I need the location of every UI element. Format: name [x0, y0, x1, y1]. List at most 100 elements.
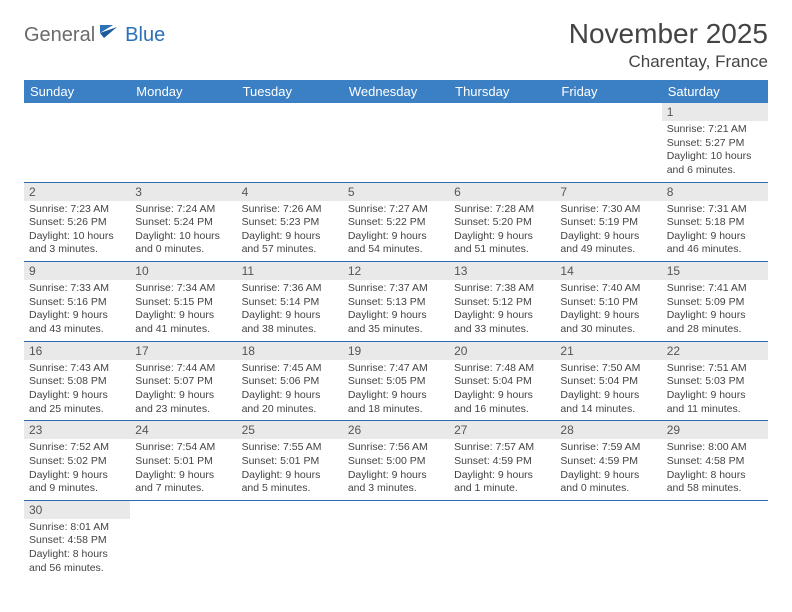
day-details: Sunrise: 7:40 AMSunset: 5:10 PMDaylight:… [555, 280, 661, 341]
calendar-cell: 4Sunrise: 7:26 AMSunset: 5:23 PMDaylight… [237, 182, 343, 262]
day-number: 3 [130, 183, 236, 201]
day-number: 19 [343, 342, 449, 360]
day-number: 16 [24, 342, 130, 360]
logo: General Blue [24, 18, 165, 47]
calendar-cell [449, 103, 555, 182]
day-number: 23 [24, 421, 130, 439]
calendar-cell: 29Sunrise: 8:00 AMSunset: 4:58 PMDayligh… [662, 421, 768, 501]
calendar-row: 9Sunrise: 7:33 AMSunset: 5:16 PMDaylight… [24, 262, 768, 342]
day-number: 20 [449, 342, 555, 360]
calendar-cell: 13Sunrise: 7:38 AMSunset: 5:12 PMDayligh… [449, 262, 555, 342]
calendar-cell: 30Sunrise: 8:01 AMSunset: 4:58 PMDayligh… [24, 500, 130, 579]
day-details: Sunrise: 7:23 AMSunset: 5:26 PMDaylight:… [24, 201, 130, 262]
day-details: Sunrise: 7:56 AMSunset: 5:00 PMDaylight:… [343, 439, 449, 500]
day-details: Sunrise: 7:27 AMSunset: 5:22 PMDaylight:… [343, 201, 449, 262]
day-details: Sunrise: 7:44 AMSunset: 5:07 PMDaylight:… [130, 360, 236, 421]
day-number: 12 [343, 262, 449, 280]
calendar-cell: 17Sunrise: 7:44 AMSunset: 5:07 PMDayligh… [130, 341, 236, 421]
day-details: Sunrise: 7:30 AMSunset: 5:19 PMDaylight:… [555, 201, 661, 262]
calendar-cell: 9Sunrise: 7:33 AMSunset: 5:16 PMDaylight… [24, 262, 130, 342]
day-details: Sunrise: 7:36 AMSunset: 5:14 PMDaylight:… [237, 280, 343, 341]
calendar-row: 2Sunrise: 7:23 AMSunset: 5:26 PMDaylight… [24, 182, 768, 262]
day-details: Sunrise: 7:47 AMSunset: 5:05 PMDaylight:… [343, 360, 449, 421]
day-details: Sunrise: 7:38 AMSunset: 5:12 PMDaylight:… [449, 280, 555, 341]
weekday-row: Sunday Monday Tuesday Wednesday Thursday… [24, 80, 768, 103]
day-details: Sunrise: 7:57 AMSunset: 4:59 PMDaylight:… [449, 439, 555, 500]
day-details: Sunrise: 8:01 AMSunset: 4:58 PMDaylight:… [24, 519, 130, 580]
calendar-cell: 19Sunrise: 7:47 AMSunset: 5:05 PMDayligh… [343, 341, 449, 421]
day-number: 5 [343, 183, 449, 201]
calendar-cell [343, 500, 449, 579]
day-number: 7 [555, 183, 661, 201]
calendar-table: Sunday Monday Tuesday Wednesday Thursday… [24, 80, 768, 579]
logo-text-general: General [24, 24, 95, 47]
day-number: 6 [449, 183, 555, 201]
location: Charentay, France [569, 52, 768, 72]
calendar-cell: 10Sunrise: 7:34 AMSunset: 5:15 PMDayligh… [130, 262, 236, 342]
calendar-cell: 11Sunrise: 7:36 AMSunset: 5:14 PMDayligh… [237, 262, 343, 342]
day-number: 14 [555, 262, 661, 280]
calendar-cell: 1Sunrise: 7:21 AMSunset: 5:27 PMDaylight… [662, 103, 768, 182]
day-number: 25 [237, 421, 343, 439]
calendar-cell [24, 103, 130, 182]
day-number: 8 [662, 183, 768, 201]
day-details: Sunrise: 7:24 AMSunset: 5:24 PMDaylight:… [130, 201, 236, 262]
calendar-cell: 28Sunrise: 7:59 AMSunset: 4:59 PMDayligh… [555, 421, 661, 501]
calendar-cell: 2Sunrise: 7:23 AMSunset: 5:26 PMDaylight… [24, 182, 130, 262]
day-details: Sunrise: 7:37 AMSunset: 5:13 PMDaylight:… [343, 280, 449, 341]
weekday-header: Friday [555, 80, 661, 103]
weekday-header: Tuesday [237, 80, 343, 103]
day-details: Sunrise: 7:43 AMSunset: 5:08 PMDaylight:… [24, 360, 130, 421]
day-number: 22 [662, 342, 768, 360]
header: General Blue November 2025 Charentay, Fr… [24, 18, 768, 72]
day-number: 10 [130, 262, 236, 280]
day-details: Sunrise: 7:51 AMSunset: 5:03 PMDaylight:… [662, 360, 768, 421]
calendar-cell: 26Sunrise: 7:56 AMSunset: 5:00 PMDayligh… [343, 421, 449, 501]
day-details: Sunrise: 7:50 AMSunset: 5:04 PMDaylight:… [555, 360, 661, 421]
calendar-cell: 23Sunrise: 7:52 AMSunset: 5:02 PMDayligh… [24, 421, 130, 501]
calendar-cell [130, 103, 236, 182]
calendar-cell [130, 500, 236, 579]
calendar-cell: 24Sunrise: 7:54 AMSunset: 5:01 PMDayligh… [130, 421, 236, 501]
calendar-cell [449, 500, 555, 579]
calendar-row: 30Sunrise: 8:01 AMSunset: 4:58 PMDayligh… [24, 500, 768, 579]
day-details: Sunrise: 7:45 AMSunset: 5:06 PMDaylight:… [237, 360, 343, 421]
day-number: 9 [24, 262, 130, 280]
day-number: 17 [130, 342, 236, 360]
calendar-cell [237, 103, 343, 182]
calendar-cell [237, 500, 343, 579]
calendar-cell: 8Sunrise: 7:31 AMSunset: 5:18 PMDaylight… [662, 182, 768, 262]
title-block: November 2025 Charentay, France [569, 18, 768, 72]
calendar-cell: 16Sunrise: 7:43 AMSunset: 5:08 PMDayligh… [24, 341, 130, 421]
day-details: Sunrise: 7:33 AMSunset: 5:16 PMDaylight:… [24, 280, 130, 341]
day-details: Sunrise: 7:54 AMSunset: 5:01 PMDaylight:… [130, 439, 236, 500]
day-details: Sunrise: 7:52 AMSunset: 5:02 PMDaylight:… [24, 439, 130, 500]
calendar-row: 16Sunrise: 7:43 AMSunset: 5:08 PMDayligh… [24, 341, 768, 421]
day-details: Sunrise: 7:26 AMSunset: 5:23 PMDaylight:… [237, 201, 343, 262]
day-number: 27 [449, 421, 555, 439]
day-number: 1 [662, 103, 768, 121]
calendar-cell [555, 500, 661, 579]
day-number: 30 [24, 501, 130, 519]
day-details: Sunrise: 7:41 AMSunset: 5:09 PMDaylight:… [662, 280, 768, 341]
day-number: 2 [24, 183, 130, 201]
day-number: 26 [343, 421, 449, 439]
day-number: 28 [555, 421, 661, 439]
day-details: Sunrise: 7:59 AMSunset: 4:59 PMDaylight:… [555, 439, 661, 500]
calendar-cell: 21Sunrise: 7:50 AMSunset: 5:04 PMDayligh… [555, 341, 661, 421]
calendar-cell: 15Sunrise: 7:41 AMSunset: 5:09 PMDayligh… [662, 262, 768, 342]
weekday-header: Saturday [662, 80, 768, 103]
calendar-cell: 6Sunrise: 7:28 AMSunset: 5:20 PMDaylight… [449, 182, 555, 262]
day-number: 15 [662, 262, 768, 280]
calendar-cell [662, 500, 768, 579]
day-number: 29 [662, 421, 768, 439]
day-details: Sunrise: 7:21 AMSunset: 5:27 PMDaylight:… [662, 121, 768, 182]
logo-text-blue: Blue [125, 24, 165, 47]
day-details: Sunrise: 7:28 AMSunset: 5:20 PMDaylight:… [449, 201, 555, 262]
calendar-row: 23Sunrise: 7:52 AMSunset: 5:02 PMDayligh… [24, 421, 768, 501]
calendar-cell [343, 103, 449, 182]
day-details: Sunrise: 7:31 AMSunset: 5:18 PMDaylight:… [662, 201, 768, 262]
day-number: 4 [237, 183, 343, 201]
day-details: Sunrise: 7:34 AMSunset: 5:15 PMDaylight:… [130, 280, 236, 341]
calendar-cell: 27Sunrise: 7:57 AMSunset: 4:59 PMDayligh… [449, 421, 555, 501]
